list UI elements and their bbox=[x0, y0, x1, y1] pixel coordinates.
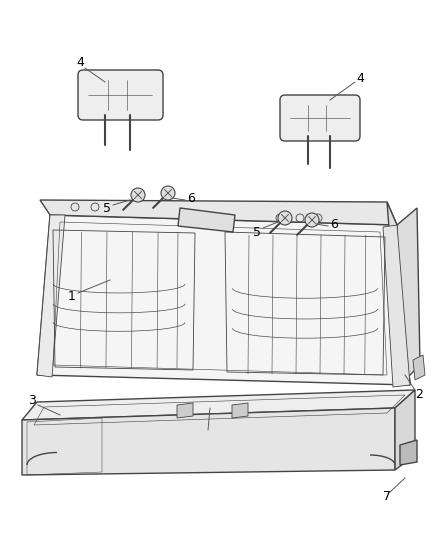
Polygon shape bbox=[178, 208, 235, 232]
Text: 6: 6 bbox=[187, 191, 195, 205]
FancyBboxPatch shape bbox=[78, 70, 163, 120]
Circle shape bbox=[161, 186, 175, 200]
Text: 4: 4 bbox=[76, 56, 84, 69]
Circle shape bbox=[278, 211, 292, 225]
Polygon shape bbox=[383, 225, 410, 387]
Polygon shape bbox=[400, 440, 417, 465]
Text: 4: 4 bbox=[356, 71, 364, 85]
Polygon shape bbox=[395, 390, 415, 470]
Circle shape bbox=[131, 188, 145, 202]
Text: 5: 5 bbox=[253, 225, 261, 238]
Polygon shape bbox=[413, 355, 425, 380]
Text: 2: 2 bbox=[415, 387, 423, 400]
Polygon shape bbox=[177, 403, 193, 418]
FancyBboxPatch shape bbox=[280, 95, 360, 141]
Polygon shape bbox=[37, 215, 410, 385]
Text: 7: 7 bbox=[383, 490, 391, 504]
Text: 6: 6 bbox=[330, 217, 338, 230]
Polygon shape bbox=[22, 390, 415, 420]
Polygon shape bbox=[22, 408, 395, 475]
Text: 3: 3 bbox=[28, 394, 36, 408]
Polygon shape bbox=[387, 202, 410, 385]
Circle shape bbox=[305, 213, 319, 227]
Polygon shape bbox=[397, 208, 420, 385]
Text: 5: 5 bbox=[103, 201, 111, 214]
Polygon shape bbox=[232, 403, 248, 418]
Polygon shape bbox=[40, 200, 397, 225]
Polygon shape bbox=[37, 215, 65, 377]
Text: 1: 1 bbox=[68, 289, 76, 303]
